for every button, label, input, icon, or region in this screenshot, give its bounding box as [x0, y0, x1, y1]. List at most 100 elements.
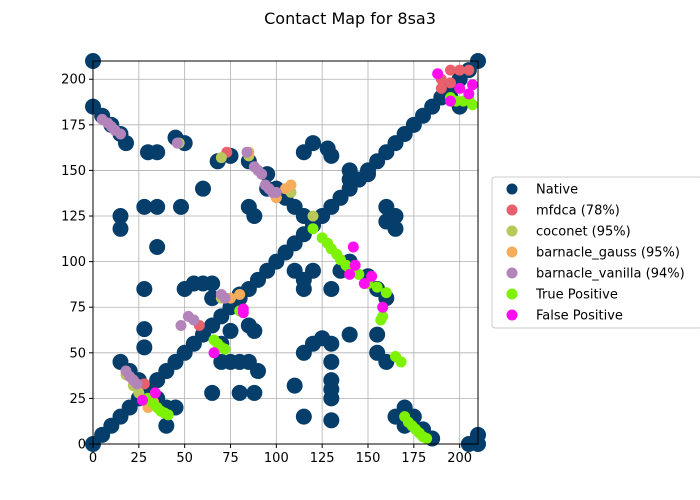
point-native: [305, 135, 321, 152]
point-false: [149, 387, 161, 399]
point-false: [463, 88, 475, 100]
point-native: [323, 390, 340, 407]
point-barnacle_vanilla: [270, 186, 282, 198]
point-coconet: [307, 210, 319, 222]
point-mfdca: [445, 64, 456, 76]
point-native: [323, 335, 340, 352]
point-native: [112, 208, 129, 225]
x-tick-label: 0: [89, 451, 97, 466]
point-barnacle_vanilla: [171, 137, 183, 149]
point-false: [432, 68, 444, 80]
point-false: [237, 307, 249, 319]
point-true: [371, 281, 383, 293]
legend-label: coconet (95%): [536, 225, 631, 240]
point-barnacle_vanilla: [188, 314, 200, 326]
x-axis-ticks: 0 25 50 75 100 125 150 175 200: [89, 444, 472, 466]
point-true: [307, 223, 319, 235]
point-native: [323, 147, 340, 164]
point-false: [208, 347, 220, 359]
point-barnacle_gauss: [285, 179, 297, 191]
point-false: [137, 394, 148, 406]
y-tick-label: 125: [61, 210, 86, 225]
point-native: [136, 321, 153, 338]
point-false: [347, 241, 359, 253]
legend-marker: [506, 225, 518, 237]
y-tick-label: 25: [69, 392, 86, 407]
point-native: [305, 262, 321, 279]
point-false: [467, 79, 478, 91]
point-false: [358, 278, 370, 290]
point-native: [286, 262, 303, 279]
legend-label: barnacle_gauss (95%): [536, 246, 680, 261]
point-native: [173, 198, 189, 215]
point-native: [136, 339, 153, 356]
y-tick-label: 0: [78, 438, 86, 453]
point-true: [162, 409, 174, 421]
point-true: [219, 343, 231, 355]
point-native: [204, 384, 221, 401]
data-points: [85, 53, 486, 452]
point-barnacle_vanilla: [115, 128, 126, 140]
x-tick-label: 125: [310, 451, 335, 466]
legend: Native mfdca (78%) coconet (95%) barnacle_g…: [491, 176, 700, 329]
point-native: [341, 326, 358, 343]
legend-marker: [506, 204, 518, 216]
point-true: [467, 99, 478, 111]
legend-label: mfdca (78%): [536, 204, 620, 219]
x-tick-label: 75: [222, 451, 239, 466]
y-tick-label: 75: [69, 301, 86, 316]
legend-label: barnacle_vanilla (94%): [536, 267, 685, 282]
point-barnacle_vanilla: [175, 319, 187, 331]
y-tick-label: 100: [61, 255, 86, 270]
point-native: [387, 220, 404, 237]
point-native: [231, 384, 248, 401]
point-coconet: [215, 152, 227, 164]
point-native: [112, 220, 129, 237]
point-true: [380, 287, 392, 299]
point-native: [323, 412, 340, 429]
legend-marker: [506, 183, 518, 195]
legend-marker: [506, 288, 518, 300]
point-native: [286, 377, 303, 394]
point-native: [195, 180, 211, 197]
point-native: [136, 198, 153, 215]
legend-marker: [506, 309, 518, 321]
point-false: [366, 270, 378, 282]
point-true: [375, 314, 387, 326]
point-false: [445, 95, 456, 107]
point-barnacle_vanilla: [131, 378, 143, 390]
point-native: [369, 326, 386, 343]
x-tick-label: 150: [356, 451, 381, 466]
x-tick-label: 25: [131, 451, 148, 466]
legend-marker: [506, 267, 518, 279]
point-native: [149, 239, 166, 256]
point-native: [387, 208, 404, 225]
point-native: [323, 280, 340, 297]
plot-frame: [92, 60, 479, 445]
point-native: [246, 322, 263, 339]
point-mfdca: [435, 82, 447, 94]
point-native: [323, 353, 340, 370]
chart-title: Contact Map for 8sa3: [264, 9, 436, 28]
point-native: [158, 417, 175, 434]
point-barnacle_vanilla: [215, 288, 227, 300]
legend-label: False Positive: [536, 309, 623, 324]
y-axis-ticks: 0 25 50 75 100 125 150 175 200: [61, 73, 93, 453]
point-true: [395, 356, 407, 368]
y-tick-label: 50: [69, 346, 86, 361]
y-tick-label: 175: [61, 118, 86, 133]
legend-label: True Positive: [535, 288, 618, 303]
point-mfdca: [454, 64, 466, 76]
x-tick-label: 100: [264, 451, 289, 466]
point-false: [344, 268, 356, 280]
point-native: [222, 322, 239, 339]
y-tick-label: 200: [61, 73, 86, 88]
point-false: [377, 301, 389, 313]
x-tick-label: 50: [176, 451, 193, 466]
legend-box: [491, 176, 700, 329]
point-native: [360, 166, 376, 183]
point-native: [204, 275, 221, 292]
point-native: [136, 280, 153, 297]
point-native: [246, 384, 263, 401]
